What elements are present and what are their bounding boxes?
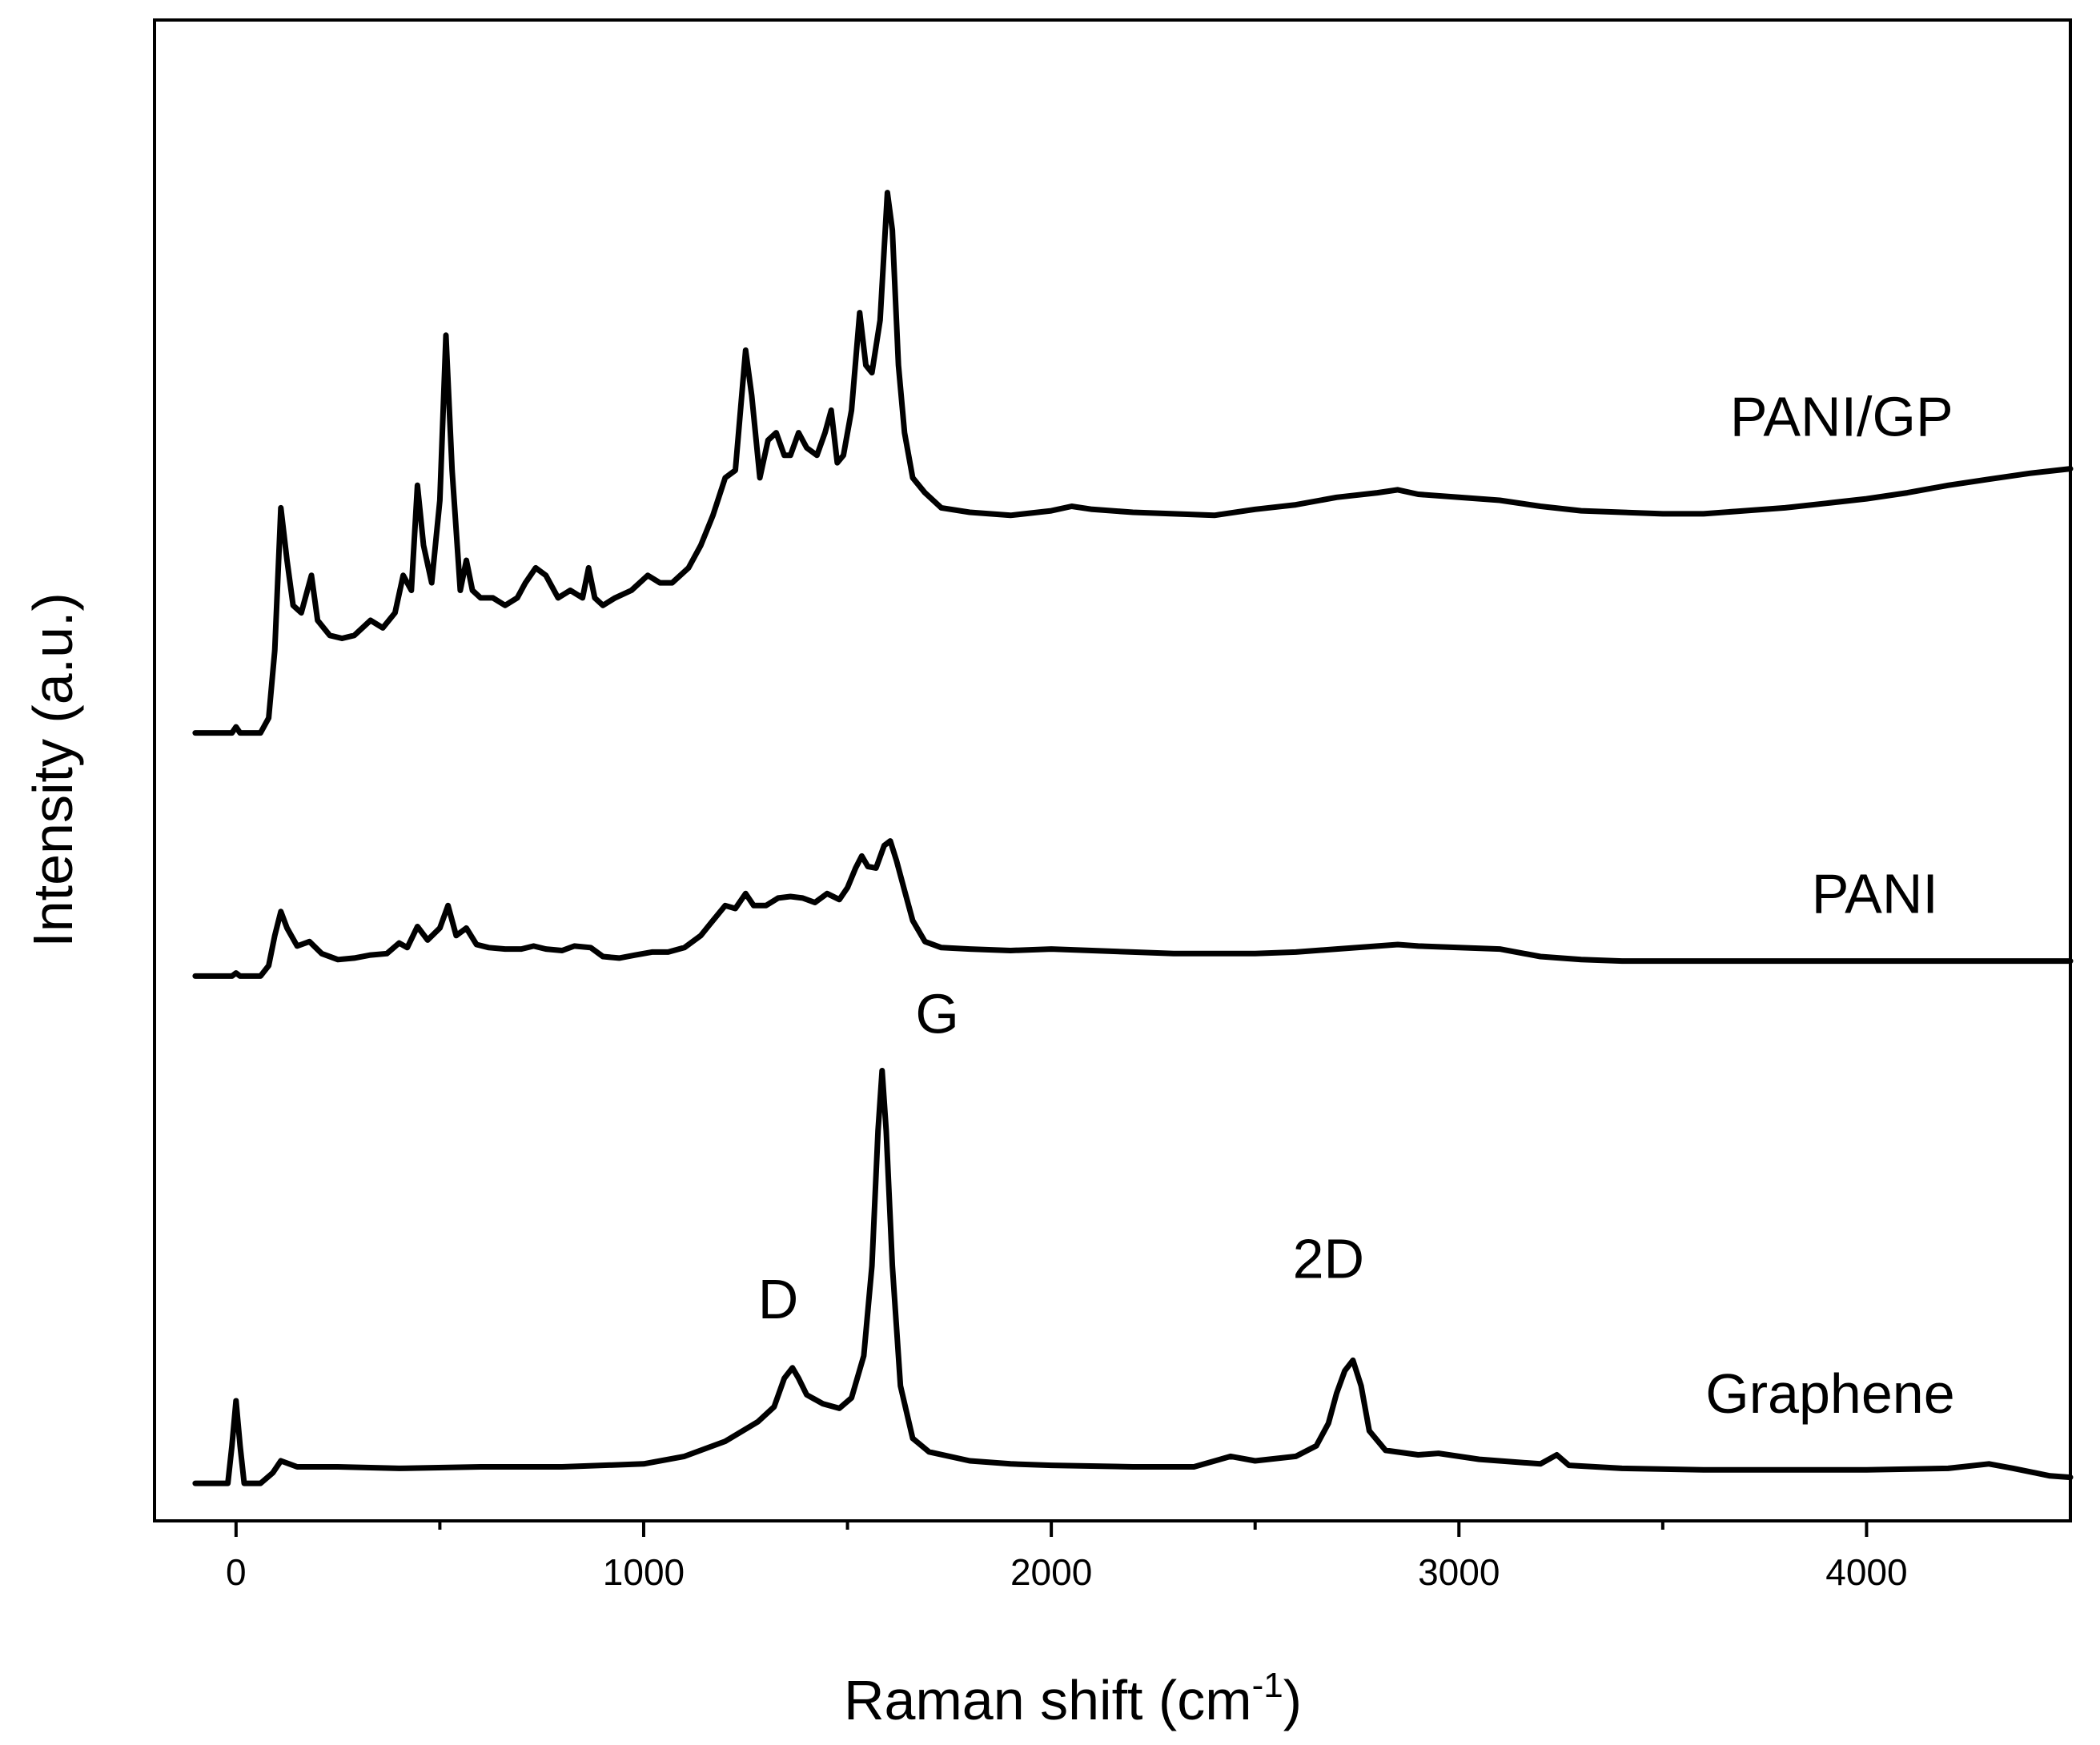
x-axis-ticks [234,1521,1869,1537]
x-tick-label: 4000 [1825,1551,1907,1593]
peak-annotation: 2D [1293,1227,1364,1290]
x-axis-tick-labels: 0 1000 2000 3000 4000 [226,1551,1908,1593]
y-axis-title: Intensity (a.u.) [22,592,84,948]
x-tick-label: 3000 [1418,1551,1500,1593]
series-label: PANI/GP [1730,385,1953,447]
series-line-pani [192,838,2074,979]
peak-annotations: D G 2D [758,983,1364,1330]
series-label: PANI [1812,863,1938,925]
x-tick-label: 2000 [1010,1551,1092,1593]
series-label: Graphene [1705,1362,1954,1425]
x-tick-label: 1000 [603,1551,685,1593]
peak-annotation: D [758,1268,799,1330]
series-labels: PANI/GP PANI Graphene [1705,385,1954,1425]
x-axis-title: Raman shift (cm-1) [844,1666,1302,1731]
series-line-graphene [192,1068,2074,1486]
plot-frame [153,18,2072,1522]
peak-annotation: G [915,983,958,1045]
series-line-pani-gp [192,190,2074,736]
x-tick-label: 0 [226,1551,247,1593]
series-group [192,190,2074,1486]
